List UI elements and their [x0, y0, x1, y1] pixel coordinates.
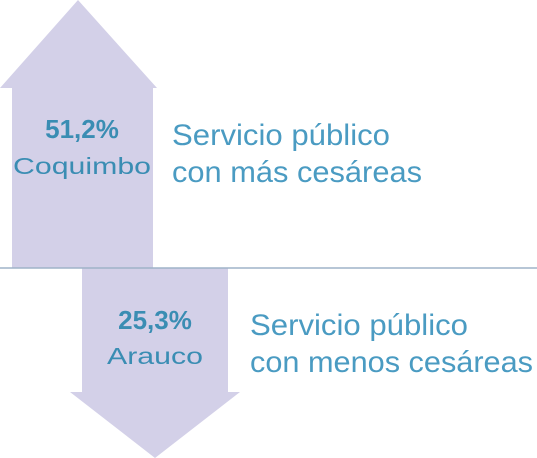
top-region: Coquimbo	[13, 153, 151, 179]
top-label-line: con más cesáreas	[172, 156, 422, 189]
bottom-label-line: con menos cesáreas	[250, 346, 533, 379]
bottom-label-line: Servicio público	[250, 309, 468, 342]
bottom-percent: 25,3%	[118, 305, 192, 335]
bottom-region: Arauco	[107, 343, 203, 369]
top-percent: 51,2%	[45, 114, 119, 144]
top-label-line: Servicio público	[172, 119, 390, 152]
down-arrow	[70, 268, 240, 458]
up-arrow	[0, 0, 157, 268]
